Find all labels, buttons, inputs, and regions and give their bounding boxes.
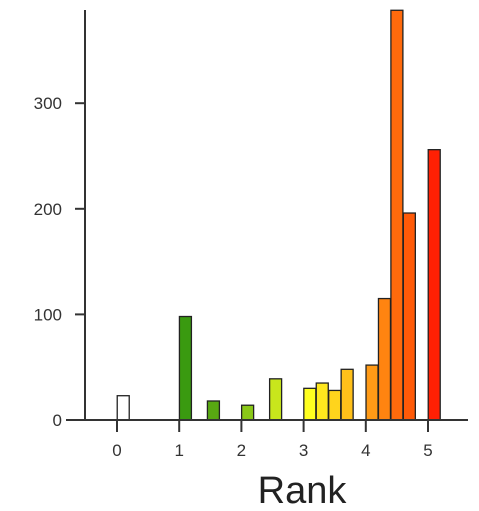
x-tick-label: 5: [423, 441, 432, 460]
x-tick-label: 0: [112, 441, 121, 460]
bar-5: [303, 387, 317, 421]
x-axis-title: Rank: [258, 470, 348, 511]
x-axis-ticks: 0 1 2 3 4 5: [112, 420, 433, 460]
bar-4: [268, 378, 283, 421]
y-tick-label: 200: [34, 200, 62, 219]
bar-1: [178, 315, 193, 421]
x-tick-label: 3: [299, 441, 308, 460]
bars-group: [116, 9, 441, 421]
bar-12: [402, 212, 416, 421]
bar-2: [206, 400, 221, 421]
bar-0: [116, 395, 130, 421]
x-tick-label: 2: [237, 441, 246, 460]
bar-3: [240, 404, 255, 421]
bar-8: [340, 368, 354, 421]
y-tick-label: 0: [53, 411, 62, 430]
y-tick-label: 300: [34, 94, 62, 113]
bar-7: [328, 389, 342, 421]
x-tick-label: 4: [361, 441, 370, 460]
bar-9: [365, 364, 379, 421]
bar-10: [377, 297, 392, 421]
y-tick-label: 100: [34, 305, 62, 324]
bar-13: [427, 149, 441, 421]
bar-6: [315, 382, 329, 421]
x-tick-label: 1: [174, 441, 183, 460]
bar-11: [390, 9, 404, 421]
y-axis-ticks: 0 100 200 300: [34, 94, 85, 430]
